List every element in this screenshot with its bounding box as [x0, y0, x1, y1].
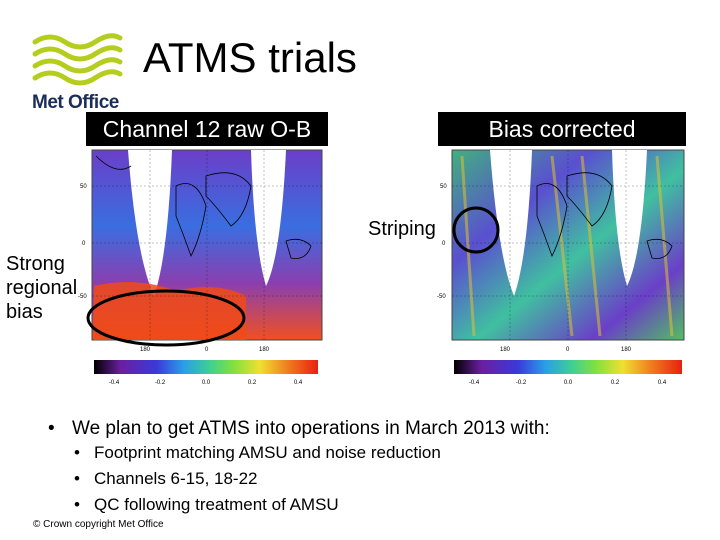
right-lat-label-1: 50	[440, 184, 447, 190]
main-bullet-text: We plan to get ATMS into operations in M…	[72, 418, 550, 439]
left-map: 50 0 -50 180 0 180 -0.4 -0.2 0.0 0.2 0.4	[76, 146, 331, 396]
right-map: 50 0 -50 180 0 180 -0.4 -0.2 0.0 0.2 0.4	[432, 146, 692, 396]
sub-bullet-text: QC following treatment of AMSU	[94, 495, 339, 514]
left-cb-tick-5: 0.4	[294, 380, 303, 386]
left-cb-tick-2: -0.2	[155, 380, 166, 386]
sub-bullet-text: Channels 6-15, 18-22	[94, 469, 258, 488]
sub-bullet-1: • Footprint matching AMSU and noise reduc…	[74, 443, 441, 463]
left-cb-tick-1: -0.4	[109, 380, 120, 386]
right-lat-label-2: 0	[442, 241, 446, 247]
right-swath-gap-2	[612, 150, 647, 286]
left-lat-label-3: -50	[78, 294, 87, 300]
left-cb-tick-3: 0.0	[202, 380, 211, 386]
right-cb-tick-1: -0.4	[469, 380, 480, 386]
bullet-dot: •	[48, 418, 55, 439]
right-panel-label: Bias corrected	[438, 112, 686, 146]
regional-line-3: bias	[6, 301, 43, 323]
left-lat-label-1: 50	[80, 184, 87, 190]
met-office-logo: Met Office	[30, 30, 125, 113]
right-lon-label-2: 0	[566, 347, 570, 353]
regional-line-1: Strong	[6, 253, 65, 275]
left-lon-label-3: 180	[259, 347, 270, 353]
regional-line-2: regional	[6, 277, 78, 299]
regional-bias-ellipse	[86, 289, 246, 347]
right-cb-tick-4: 0.2	[611, 380, 620, 386]
bullet-dot: •	[74, 495, 80, 514]
left-panel-label: Channel 12 raw O-B	[86, 112, 328, 146]
striping-annotation: Striping	[368, 218, 436, 240]
striping-circle	[452, 206, 500, 254]
slide-title: ATMS trials	[143, 34, 357, 81]
right-cb-tick-2: -0.2	[516, 380, 527, 386]
bullet-dot: •	[74, 469, 80, 488]
left-cb-tick-4: 0.2	[248, 380, 257, 386]
left-lat-label-2: 0	[82, 241, 86, 247]
main-bullet: • We plan to get ATMS into operations in …	[48, 418, 550, 440]
right-colorbar	[454, 360, 682, 374]
regional-bias-annotation: Strong regional bias	[6, 252, 77, 324]
right-lat-label-3: -50	[437, 294, 446, 300]
left-colorbar	[94, 360, 318, 374]
right-lon-label-3: 180	[621, 347, 632, 353]
right-cb-tick-3: 0.0	[564, 380, 573, 386]
sub-bullet-2: • Channels 6-15, 18-22	[74, 469, 258, 489]
logo-text: Met Office	[32, 92, 119, 113]
bullet-dot: •	[74, 443, 80, 462]
right-swath-gap-1	[490, 150, 532, 296]
copyright-footer: © Crown copyright Met Office	[33, 519, 164, 530]
right-lon-label-1: 180	[500, 347, 511, 353]
right-cb-tick-5: 0.4	[658, 380, 667, 386]
left-lon-label-2: 0	[205, 347, 209, 353]
sub-bullet-text: Footprint matching AMSU and noise reduct…	[94, 443, 441, 462]
left-swath-gap-2	[251, 150, 286, 286]
sub-bullet-3: • QC following treatment of AMSU	[74, 495, 339, 515]
left-lon-label-1: 180	[140, 347, 151, 353]
